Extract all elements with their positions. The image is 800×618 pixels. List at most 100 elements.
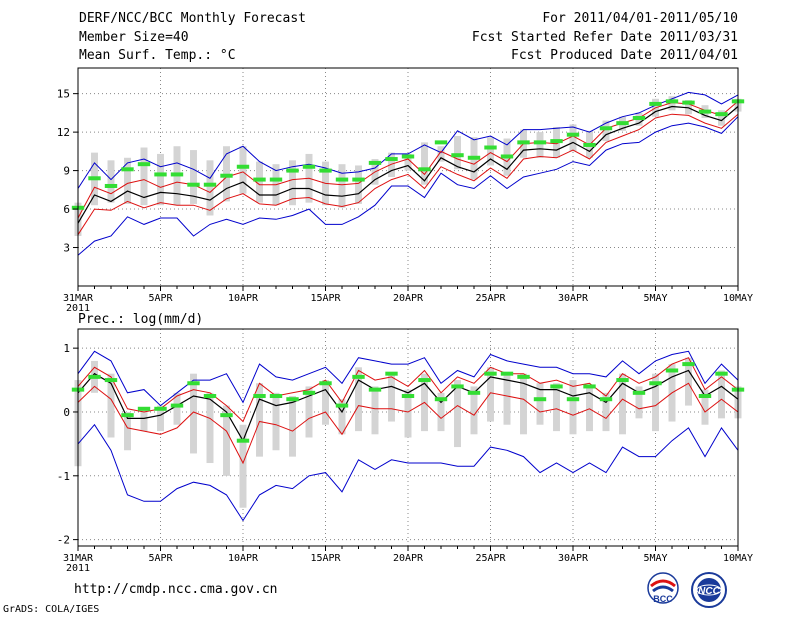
temp-ytick-label: 15: [57, 88, 70, 101]
temp-box: [107, 160, 115, 203]
precip-ytick-label: 0: [63, 406, 70, 419]
precip-median-marker: [352, 374, 365, 379]
precip-box: [173, 392, 181, 425]
temp-box: [388, 152, 395, 177]
precip-median-marker: [434, 397, 448, 402]
precip-median-marker: [220, 413, 233, 418]
temp-xtick-label: 10MAY: [723, 293, 753, 304]
precip-box: [454, 380, 461, 448]
precip-box: [305, 386, 313, 438]
precip-median-marker: [632, 390, 646, 395]
temp-box: [454, 135, 461, 170]
precip-ytick-label: 1: [63, 342, 70, 355]
temp-ytick-label: 6: [63, 203, 70, 216]
temp-xtick-label: 20APR: [393, 293, 424, 304]
member-size: Member Size=40: [79, 30, 189, 45]
temp-ytick-label: 3: [63, 242, 70, 255]
precip-median-marker: [665, 368, 679, 373]
temp-box: [536, 132, 544, 158]
precip-p90-line: [77, 357, 739, 423]
precip-median-marker: [121, 413, 134, 418]
precip-median-marker: [253, 394, 266, 399]
precip-median-marker: [484, 371, 497, 376]
precip-box: [289, 396, 296, 457]
precip-median-marker: [203, 394, 217, 399]
temp-median-marker: [451, 153, 464, 158]
precip-median-marker: [566, 397, 580, 402]
precip-median-marker: [500, 371, 514, 376]
temp-box: [239, 146, 247, 194]
temp-median-marker: [698, 109, 712, 114]
precip-median-marker: [236, 438, 250, 443]
temp-median-marker: [319, 168, 332, 173]
precip-box: [355, 367, 362, 432]
temp-box: [289, 160, 296, 206]
temp-median-marker: [418, 167, 431, 172]
precip-median-marker: [550, 384, 563, 389]
precip-box: [536, 383, 544, 425]
precip-xtick-label: 30APR: [558, 553, 589, 564]
precip-box: [569, 380, 577, 435]
precip-box: [107, 373, 115, 438]
precip-box: [652, 373, 659, 432]
precip-xtick-label: 5MAY: [643, 553, 667, 564]
precip-median-marker: [599, 397, 613, 402]
temp-xtick-label: 15APR: [310, 293, 341, 304]
precip-box: [206, 392, 214, 464]
precip-median-marker: [533, 397, 547, 402]
precip-median-marker: [715, 371, 728, 376]
precip-box: [322, 380, 329, 425]
precip-box: [140, 408, 148, 432]
temp-median-marker: [368, 160, 382, 165]
precip-box: [223, 405, 230, 476]
precip-median-marker: [368, 387, 382, 392]
temp-box: [685, 100, 692, 115]
precip-box: [437, 392, 445, 432]
temp-year-label: 2011: [66, 303, 90, 314]
temp-median-marker: [170, 172, 184, 177]
precip-median-marker: [682, 362, 695, 367]
temp-median-marker: [434, 140, 448, 145]
bcc-logo-arc-blue: [652, 585, 674, 593]
temp-box: [602, 120, 610, 142]
temperature-panel: 3 6 9 12 15 31MAR 5APR 10APR 15APR 20APR 25APR 30AP…: [57, 67, 753, 314]
temp-median-marker: [335, 177, 349, 182]
temp-box: [256, 161, 263, 203]
temp-xtick-label: 30APR: [558, 293, 589, 304]
precip-p10-line: [77, 382, 739, 465]
temp-median-marker: [517, 140, 530, 145]
precip-box: [685, 357, 692, 406]
precip-xtick-label: 20APR: [393, 553, 424, 564]
precip-xtick-label: 10APR: [228, 553, 259, 564]
precip-box: [602, 392, 610, 432]
precip-box: [388, 373, 395, 422]
precip-median-marker: [154, 406, 167, 411]
temp-median-marker: [566, 132, 580, 137]
precip-box: [520, 373, 527, 435]
precip-xtick-label: 15APR: [310, 553, 341, 564]
precip-median-marker: [385, 371, 398, 376]
temp-xtick-label: 5APR: [148, 293, 173, 304]
precip-median-marker: [302, 390, 316, 395]
precip-median-marker: [583, 384, 596, 389]
website-url[interactable]: http://cmdp.ncc.cma.gov.cn: [74, 582, 278, 597]
ncc-logo-text: NCC: [698, 586, 720, 597]
precip-median-marker: [517, 374, 530, 379]
ncc-logo-orbit: [696, 584, 722, 596]
temp-max-line: [77, 91, 739, 189]
precip-median-marker: [104, 378, 118, 383]
ncc-logo-globe: [697, 578, 721, 602]
precip-box: [239, 424, 247, 508]
temp-p10-line: [77, 113, 739, 235]
temp-median-marker: [665, 99, 679, 104]
temp-box: [569, 124, 577, 152]
temp-xtick-label: 25APR: [475, 293, 506, 304]
precip-median-marker: [88, 374, 101, 379]
forecast-period: For 2011/04/01-2011/05/10: [542, 11, 738, 26]
precip-median-marker: [401, 394, 415, 399]
temp-ytick-label: 12: [57, 126, 70, 139]
precip-box: [619, 373, 626, 435]
temp-xtick-label: 31MAR: [63, 293, 94, 304]
temp-median-marker: [649, 101, 662, 106]
precip-box: [503, 373, 511, 425]
